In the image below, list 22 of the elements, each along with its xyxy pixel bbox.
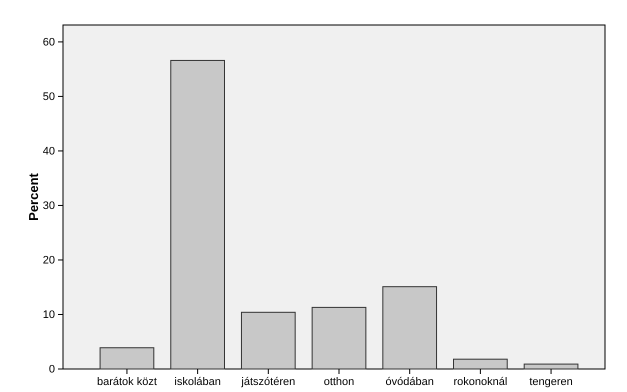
bar <box>170 60 225 370</box>
y-tick-label: 10 <box>42 309 55 322</box>
y-tick-label: 40 <box>42 145 55 158</box>
x-tick-label: rokonoknál <box>453 376 508 388</box>
x-tick-label: barátok közt <box>96 376 157 388</box>
bar <box>240 312 296 370</box>
y-tick-label: 50 <box>42 90 55 103</box>
x-tick-label: otthon <box>324 376 354 388</box>
bar <box>453 358 508 370</box>
y-tick-label: 20 <box>42 254 55 266</box>
y-tick-label: 30 <box>42 200 55 212</box>
bar <box>312 306 366 370</box>
x-tick-label: iskolában <box>174 376 221 388</box>
bar <box>100 347 154 370</box>
y-tick-label: 60 <box>42 36 55 48</box>
x-tick-label: tengeren <box>529 376 573 388</box>
bar <box>382 286 438 370</box>
bar <box>524 364 578 370</box>
y-axis-title: Percent <box>26 172 41 221</box>
x-tick-label: játszótéren <box>240 376 296 388</box>
y-tick-label: 0 <box>48 364 55 376</box>
x-tick-label: óvódában <box>386 376 434 388</box>
